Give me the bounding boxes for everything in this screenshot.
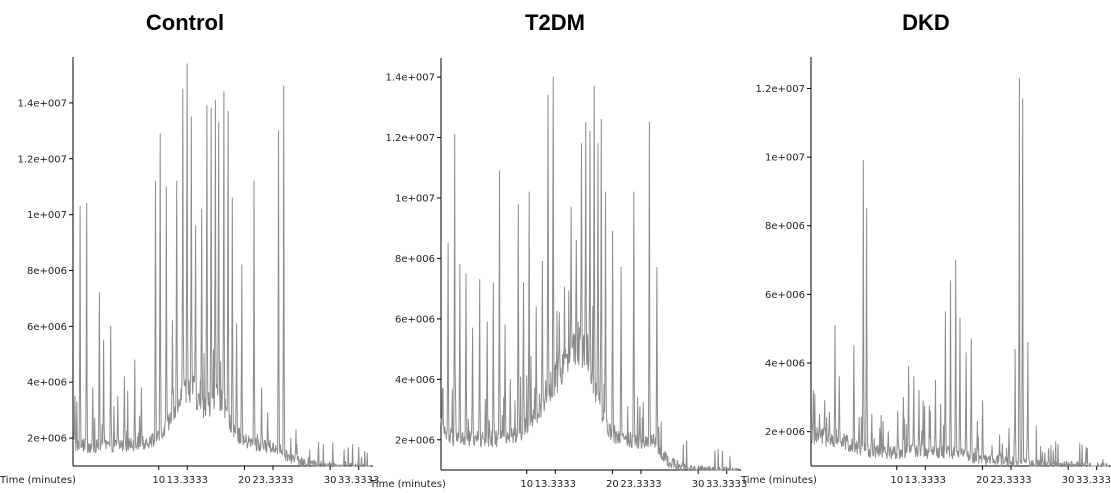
y-tick-label: 4e+006 bbox=[27, 378, 67, 389]
y-tick-label: 6e+006 bbox=[395, 314, 435, 325]
x-axis-title: Time (minutes) bbox=[369, 479, 446, 490]
chromatogram-trace bbox=[72, 63, 371, 467]
y-tick-label: 6e+006 bbox=[27, 322, 67, 333]
x-tick-label: 20 bbox=[976, 475, 989, 486]
y-tick-label: 8e+006 bbox=[765, 221, 805, 232]
y-tick-label: 4e+006 bbox=[765, 359, 805, 370]
y-tick-label: 1.2e+007 bbox=[385, 133, 435, 144]
dkd-chromatogram: 2e+006 4e+006 6e+006 8e+006 1e+007 1.2e+007 10… bbox=[740, 57, 1111, 486]
x-axis-title: Time (minutes) bbox=[740, 475, 817, 486]
chart-title: DKD bbox=[902, 10, 950, 35]
chromatogram-trace bbox=[440, 76, 739, 471]
y-tick-label: 1e+007 bbox=[765, 153, 805, 164]
x-tick-label: 33.3333 bbox=[338, 475, 379, 486]
x-tick-label: 23.3333 bbox=[252, 475, 293, 486]
x-tick-label: 30 bbox=[324, 475, 337, 486]
x-tick-label: 23.3333 bbox=[620, 479, 661, 490]
x-tick-label: 30 bbox=[1062, 475, 1075, 486]
x-tick-label: 23.3333 bbox=[990, 475, 1031, 486]
x-tick-label: 20 bbox=[238, 475, 251, 486]
y-tick-label: 8e+006 bbox=[395, 254, 435, 265]
control-chart-panel: Control 2e+006 4e+006 6e+006 8e+006 1e+007 1.… bbox=[0, 0, 379, 493]
t2dm-chart-panel: T2DM 2e+006 4e+006 6e+006 8e+006 1e+007 1.2e+… bbox=[369, 0, 747, 493]
x-tick-label: 33.3333 bbox=[706, 479, 747, 490]
y-tick-label: 4e+006 bbox=[395, 375, 435, 386]
dkd-chart-panel: DKD 2e+006 4e+006 6e+006 8e+006 1e+007 1.2e+0… bbox=[740, 0, 1111, 493]
x-tick-label: 30 bbox=[692, 479, 705, 490]
x-tick-label: 13.3333 bbox=[905, 475, 946, 486]
y-tick-label: 2e+006 bbox=[765, 427, 805, 438]
y-tick-label: 2e+006 bbox=[395, 435, 435, 446]
chromatogram-trace bbox=[810, 77, 1109, 467]
t2dm-chromatogram: 2e+006 4e+006 6e+006 8e+006 1e+007 1.2e+007 1.… bbox=[369, 58, 747, 490]
x-tick-label: 13.3333 bbox=[167, 475, 208, 486]
y-tick-label: 1.2e+007 bbox=[17, 154, 67, 165]
y-tick-label: 1.4e+007 bbox=[385, 73, 435, 84]
x-tick-label: 13.3333 bbox=[535, 479, 576, 490]
y-tick-label: 6e+006 bbox=[765, 290, 805, 301]
x-tick-label: 10 bbox=[520, 479, 533, 490]
y-tick-label: 1.4e+007 bbox=[17, 98, 67, 109]
control-chromatogram: 2e+006 4e+006 6e+006 8e+006 1e+007 1.2e+007 1.… bbox=[0, 57, 379, 486]
chart-title: T2DM bbox=[525, 10, 585, 35]
x-tick-label: 10 bbox=[152, 475, 165, 486]
y-tick-label: 8e+006 bbox=[27, 266, 67, 277]
x-tick-label: 20 bbox=[606, 479, 619, 490]
y-tick-label: 1e+007 bbox=[27, 210, 67, 221]
x-tick-label: 33.3333 bbox=[1076, 475, 1111, 486]
y-tick-label: 2e+006 bbox=[27, 434, 67, 445]
y-tick-label: 1e+007 bbox=[395, 194, 435, 205]
x-tick-label: 10 bbox=[890, 475, 903, 486]
chart-title: Control bbox=[145, 10, 225, 35]
y-tick-label: 1.2e+007 bbox=[755, 84, 805, 95]
x-axis-title: Time (minutes) bbox=[0, 475, 76, 486]
